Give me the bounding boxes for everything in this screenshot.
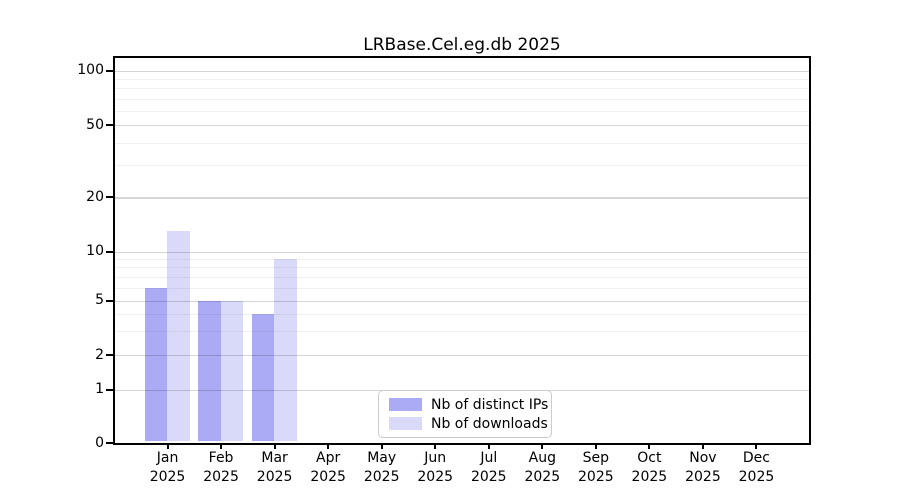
year-label: 2025 (149, 469, 186, 485)
y-tick-label: 10 (86, 243, 104, 259)
month-label: Feb (208, 450, 234, 466)
x-tick-label-dec: Dec 2025 (728, 449, 784, 487)
y-tick-label: 5 (95, 292, 104, 309)
year-label: 2025 (256, 469, 293, 485)
legend-row-distinct-ips: Nb of distinct IPs (389, 397, 548, 413)
month-label: Jan (156, 450, 179, 466)
x-tick-label-jun: Jun 2025 (407, 449, 463, 487)
month-label: Jul (480, 450, 498, 466)
month-label: May (367, 450, 397, 466)
x-tick-label-jan: Jan 2025 (140, 449, 196, 487)
legend-row-downloads: Nb of downloads (389, 416, 548, 432)
y-tick-label: 2 (95, 346, 104, 363)
x-tick-label-oct: Oct 2025 (621, 449, 677, 487)
y-tick-mark (106, 250, 113, 253)
x-tick-label-nov: Nov 2025 (675, 449, 731, 487)
month-label: Apr (316, 450, 341, 466)
y-tick-mark (106, 124, 113, 126)
y-tick-label: 0 (95, 434, 104, 451)
year-label: 2025 (524, 469, 561, 485)
month-label: Dec (742, 450, 770, 466)
x-tick-label-jul: Jul 2025 (461, 449, 517, 487)
x-tick-label-sep: Sep 2025 (568, 449, 624, 487)
year-label: 2025 (578, 469, 614, 485)
y-tick-label: 20 (86, 188, 104, 205)
y-tick-mark (106, 388, 113, 391)
x-tick-label-apr: Apr 2025 (300, 449, 356, 487)
y-tick-mark (106, 196, 113, 199)
y-tick-mark (106, 69, 113, 72)
year-label: 2025 (203, 469, 239, 485)
year-label: 2025 (738, 469, 775, 485)
y-tick-mark (106, 442, 113, 444)
plot-area-border (113, 56, 811, 445)
x-tick-label-mar: Mar 2025 (247, 449, 303, 487)
legend-label-distinct-ips: Nb of distinct IPs (431, 396, 549, 413)
month-label: Oct (637, 450, 662, 466)
year-label: 2025 (310, 469, 346, 485)
month-label: Nov (689, 450, 717, 466)
month-label: Jun (424, 450, 447, 466)
legend: Nb of distinct IPs Nb of downloads (378, 390, 552, 438)
year-label: 2025 (631, 469, 668, 485)
y-tick-label: 50 (86, 116, 104, 133)
month-label: Aug (528, 450, 556, 466)
year-label: 2025 (685, 469, 721, 485)
y-tick-mark (106, 299, 113, 302)
x-tick-label-feb: Feb 2025 (193, 449, 249, 487)
year-label: 2025 (417, 469, 454, 485)
month-label: Sep (582, 450, 610, 466)
legend-swatch-downloads (389, 417, 422, 430)
legend-label-downloads: Nb of downloads (431, 415, 548, 432)
y-tick-mark (106, 354, 113, 356)
x-tick-label-aug: Aug 2025 (514, 449, 570, 487)
y-tick-label: 100 (77, 62, 104, 79)
y-tick-label: 1 (95, 381, 104, 397)
x-tick-label-may: May 2025 (354, 449, 410, 487)
month-label: Mar (261, 450, 288, 466)
legend-swatch-distinct-ips (389, 398, 422, 411)
year-label: 2025 (470, 469, 507, 485)
year-label: 2025 (363, 469, 400, 485)
chart-title: LRBase.Cel.eg.db 2025 (363, 35, 561, 55)
